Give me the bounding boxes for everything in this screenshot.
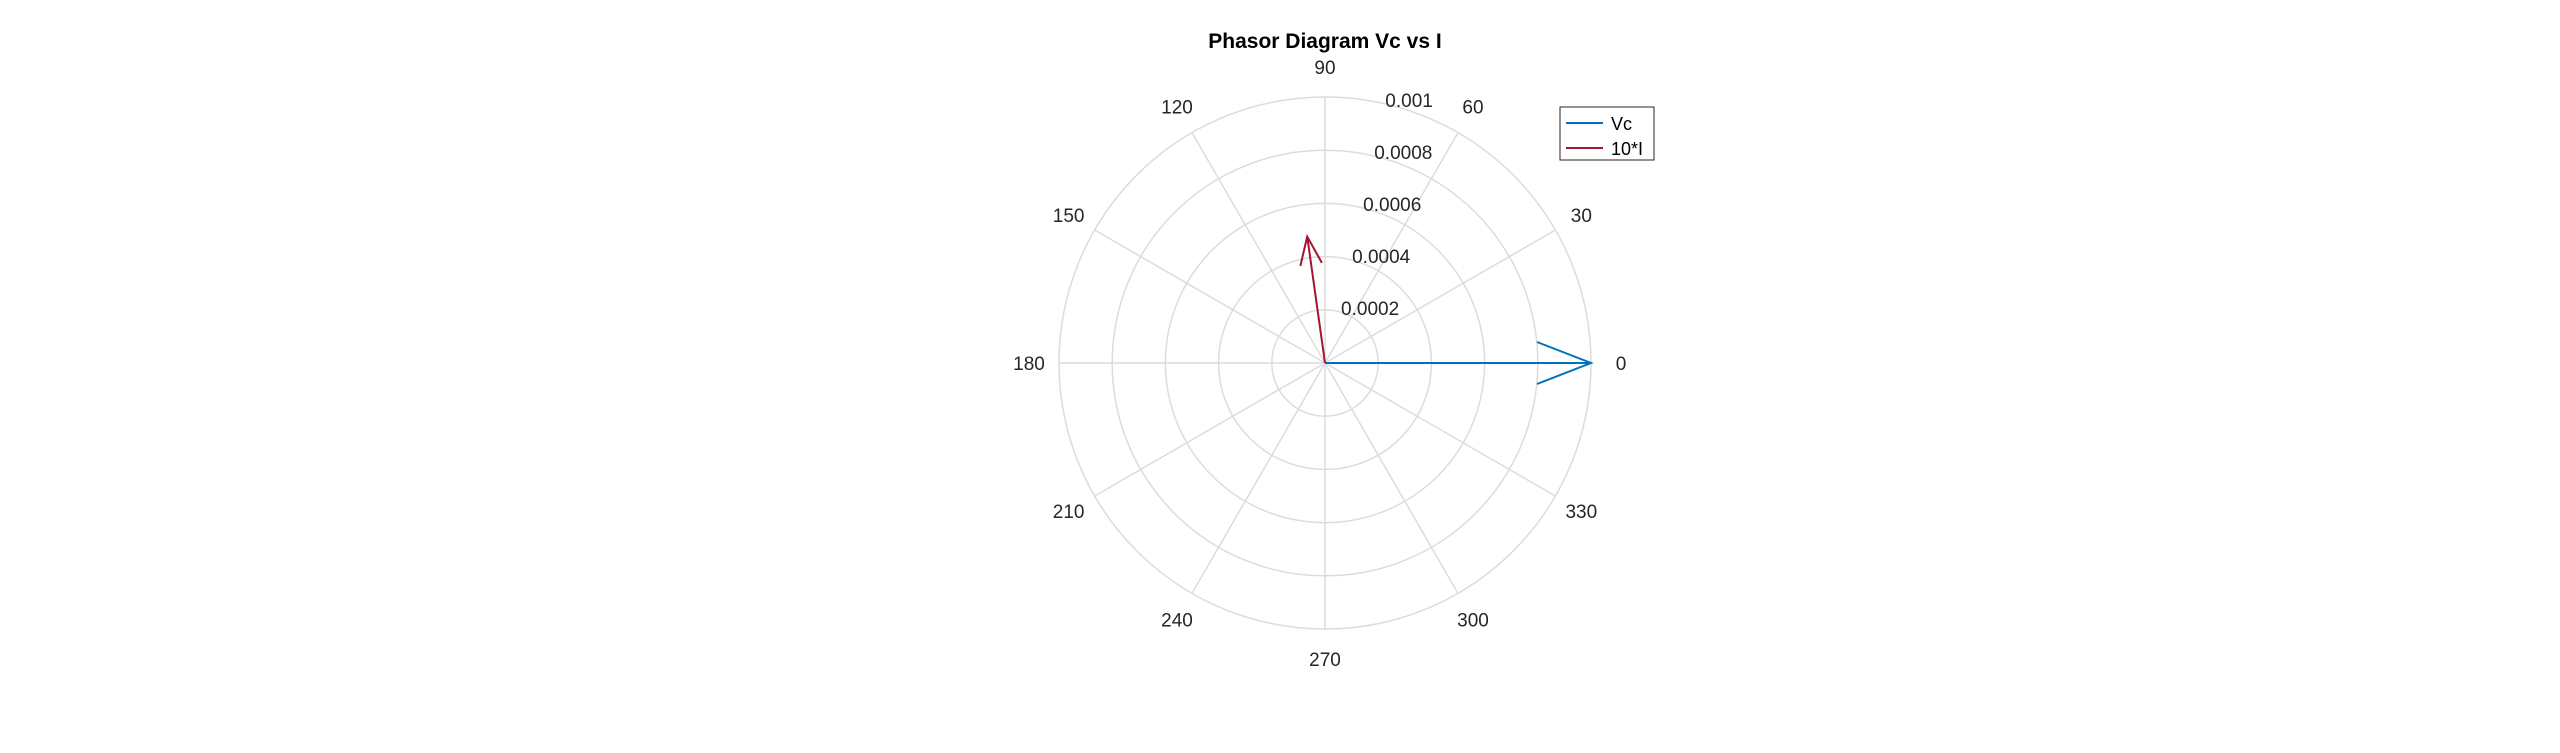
angle-tick-120: 120 (1161, 98, 1193, 119)
radial-tick-0.001: 0.001 (1385, 91, 1433, 112)
radial-tick-0.0006: 0.0006 (1363, 195, 1421, 216)
angle-tick-labels: 0 30 60 90 120 150 180 210 240 270 300 330 (1013, 58, 1626, 671)
radial-tick-0.0004: 0.0004 (1352, 247, 1411, 268)
radial-tick-0.0002: 0.0002 (1341, 299, 1399, 320)
angle-tick-60: 60 (1462, 98, 1483, 119)
angle-tick-330: 330 (1565, 502, 1597, 523)
angle-tick-300: 300 (1457, 610, 1489, 631)
angle-tick-0: 0 (1616, 354, 1627, 375)
grid-spoke-150 (1094, 229, 1326, 364)
angle-tick-90: 90 (1314, 58, 1335, 79)
grid-spoke-60 (1324, 132, 1459, 364)
grid-spoke-240 (1191, 362, 1326, 594)
arrowhead-10i (1299, 233, 1323, 267)
grid-spoke-120 (1191, 132, 1326, 364)
angle-tick-150: 150 (1053, 206, 1085, 227)
grid-spoke-210 (1094, 362, 1326, 497)
radial-tick-labels: 0.0002 0.0004 0.0006 0.0008 0.001 (1341, 91, 1433, 320)
legend: Vc 10*I (1559, 106, 1655, 161)
legend-box (1559, 106, 1655, 161)
legend-label-10i: 10*I (1611, 139, 1643, 159)
grid-spoke-30 (1324, 229, 1556, 364)
angle-tick-30: 30 (1571, 206, 1592, 227)
grid-spoke-330 (1324, 362, 1556, 497)
arrowhead-vc (1536, 341, 1594, 385)
phasor-10i (1306, 236, 1326, 364)
grid-spoke-300 (1324, 362, 1459, 594)
angle-tick-210: 210 (1053, 502, 1085, 523)
angle-tick-240: 240 (1161, 610, 1193, 631)
chart-title: Phasor Diagram Vc vs I (1208, 30, 1441, 53)
angle-tick-180: 180 (1013, 354, 1045, 375)
legend-label-vc: Vc (1611, 114, 1632, 134)
radial-tick-0.0008: 0.0008 (1374, 143, 1432, 164)
angle-tick-270: 270 (1309, 650, 1341, 671)
phasor-arrows (1299, 233, 1594, 385)
